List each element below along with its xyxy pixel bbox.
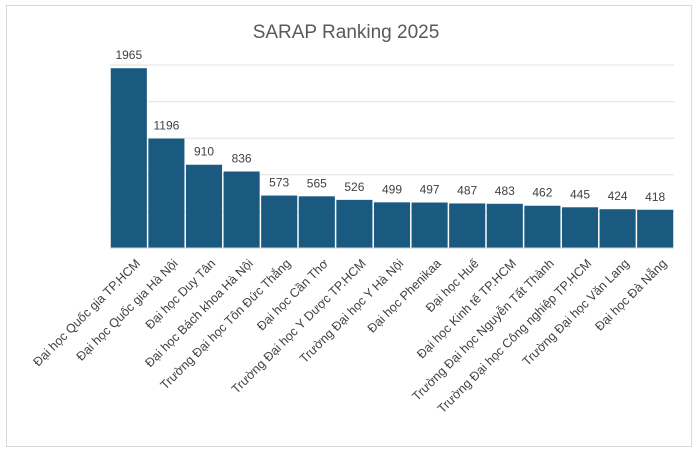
bar: [148, 138, 185, 248]
bar-value-label: 483: [495, 184, 515, 198]
bar: [336, 199, 373, 248]
bar: [373, 202, 411, 248]
bar-value-label: 418: [645, 190, 665, 204]
bar: [110, 68, 147, 248]
bar: [449, 203, 486, 248]
bars: [110, 68, 674, 248]
bar: [185, 164, 223, 248]
bar-value-label: 424: [608, 189, 628, 203]
chart-title: SARAP Ranking 2025: [253, 22, 440, 43]
bar: [298, 196, 335, 248]
bar-value-label: 573: [269, 176, 289, 190]
bar: [637, 209, 674, 248]
bar-value-label: 565: [307, 176, 327, 190]
bar: [411, 202, 448, 248]
bar-value-label: 910: [194, 145, 214, 159]
bar-value-label: 487: [457, 183, 477, 197]
bar: [223, 171, 260, 248]
bar: [561, 207, 599, 248]
bar: [524, 205, 561, 248]
bar-value-label: 526: [344, 180, 364, 194]
value-labels: 1965 1196 910 836 573 565 526 499 497 487 483 462 44…: [115, 48, 665, 204]
bar: [599, 209, 636, 248]
bar-value-label: 497: [420, 183, 440, 197]
bar-value-label: 499: [382, 182, 402, 196]
bar-value-label: 1965: [115, 48, 142, 62]
bar-value-label: 836: [232, 152, 252, 166]
bar-value-label: 445: [570, 187, 590, 201]
bar: [261, 195, 298, 248]
category-label: Trường Đại học Y Dược TP.HCM: [229, 256, 369, 396]
bar-value-label: 1196: [153, 119, 179, 133]
bar-value-label: 462: [532, 186, 552, 200]
bar: [486, 203, 523, 248]
